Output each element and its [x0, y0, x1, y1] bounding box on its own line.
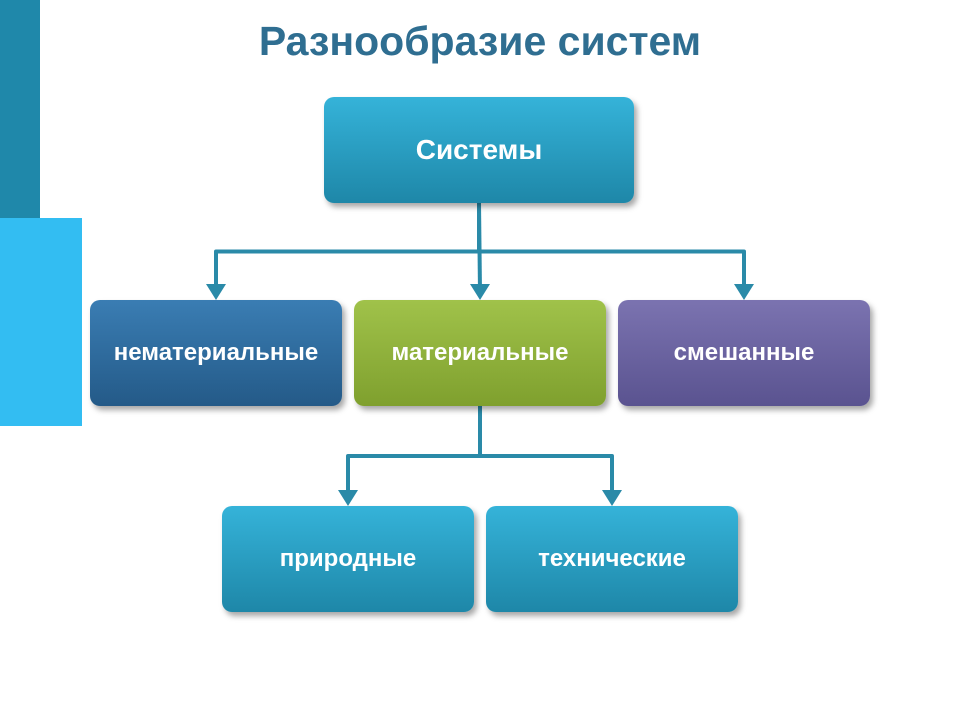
node-mat: материальные [354, 300, 606, 406]
node-mixed: смешанные [618, 300, 870, 406]
node-label: нематериальные [114, 339, 319, 367]
node-immat: нематериальные [90, 300, 342, 406]
node-label: смешанные [674, 339, 815, 367]
page-title: Разнообразие систем [0, 18, 960, 65]
node-label: технические [538, 545, 686, 573]
node-label: материальные [392, 339, 569, 367]
node-label: Системы [416, 134, 543, 166]
node-root: Системы [324, 97, 634, 203]
node-tech: технические [486, 506, 738, 612]
node-label: природные [280, 545, 417, 573]
node-natur: природные [222, 506, 474, 612]
sidebar-accent-light [0, 218, 82, 426]
